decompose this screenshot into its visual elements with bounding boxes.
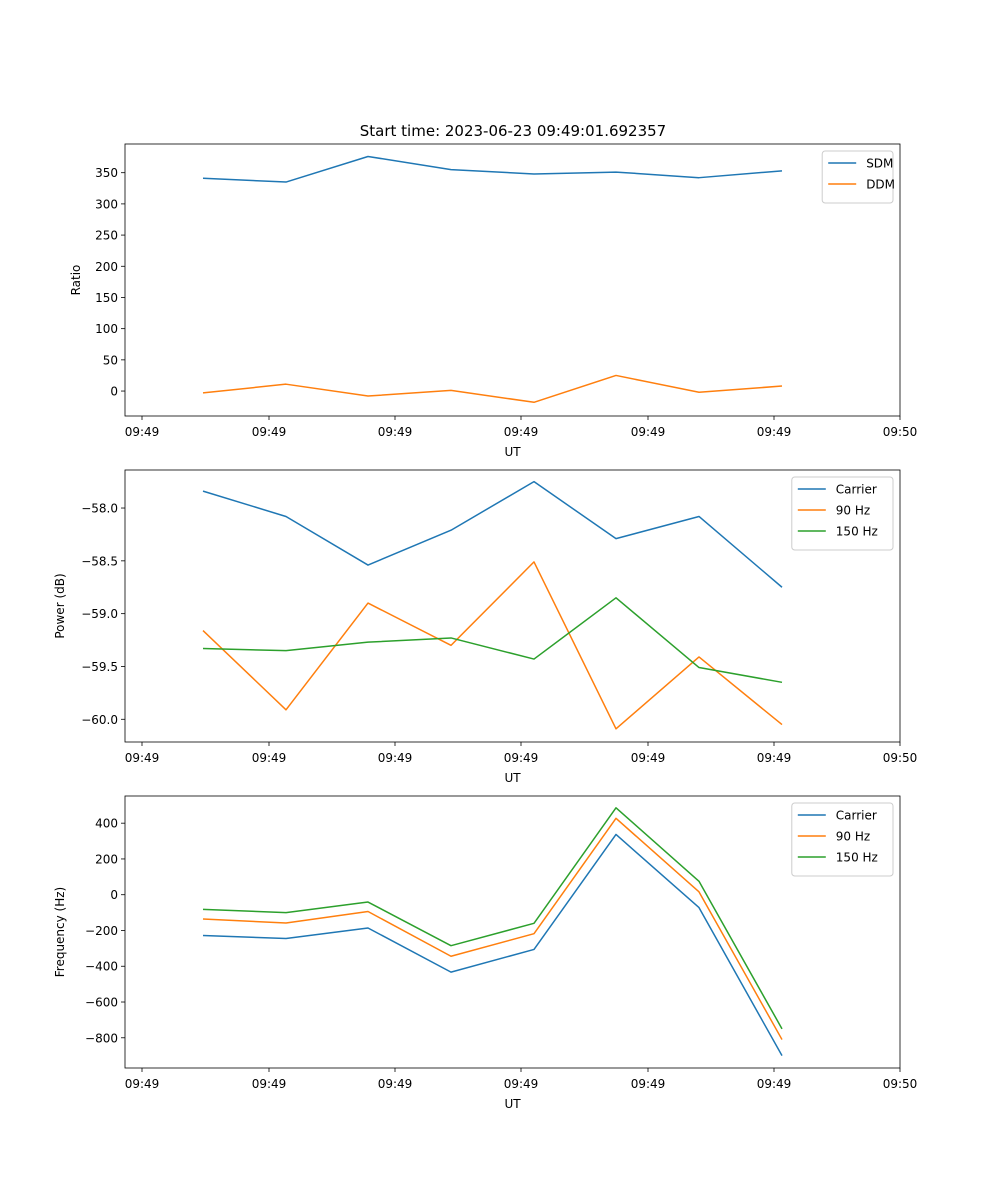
legend-label: 90 Hz [836,830,870,844]
series-line-150-hz [202,807,783,1030]
axes-frame [124,469,901,743]
y-tick-label: 150 [95,291,118,305]
x-tick-label: 09:49 [125,751,160,765]
y-tick-label: −58.5 [81,554,118,568]
legend-label: SDM [866,157,893,171]
series-line-ddm [202,374,783,404]
axes-frame [124,143,901,417]
legend-label: Carrier [836,809,877,823]
x-tick-label: 09:50 [883,1077,918,1091]
x-tick-label: 09:49 [631,1077,666,1091]
x-tick-label: 09:49 [378,751,413,765]
subplot-1: 09:49 09:49 09:49 09:49 09:49 09:49 09:50 0 50 10… [69,143,918,459]
y-axis-label: Power (dB) [53,573,67,638]
y-tick-label: 200 [95,260,118,274]
y-tick-label: −59.0 [81,607,118,621]
series-line-carrier [202,833,783,1057]
legend: SDM DDM [821,150,895,204]
y-axis-label: Frequency (Hz) [53,887,67,978]
y-tick-label: 50 [103,353,118,367]
legend-label: Carrier [836,483,877,497]
y-axis-label: Ratio [69,265,83,296]
x-tick-label: 09:49 [125,1077,160,1091]
x-axis-label: UT [504,771,521,785]
x-tick-label: 09:49 [378,1077,413,1091]
legend-label: DDM [866,178,895,192]
x-tick-label: 09:50 [883,425,918,439]
y-tick-label: 300 [95,197,118,211]
y-tick-label: 400 [95,817,118,831]
series-line-150-hz [202,597,783,684]
x-tick-label: 09:49 [125,425,160,439]
x-tick-label: 09:49 [378,425,413,439]
legend-label: 150 Hz [836,525,878,539]
y-tick-label: 250 [95,229,118,243]
y-tick-label: 200 [95,852,118,866]
chart-title: Start time: 2023-06-23 09:49:01.692357 [360,122,666,140]
x-axis-label: UT [504,1097,521,1111]
y-tick-label: −600 [85,996,118,1010]
x-tick-label: 09:49 [252,425,287,439]
x-tick-label: 09:49 [757,1077,792,1091]
series-line-90-hz [202,561,783,730]
legend-label: 150 Hz [836,851,878,865]
x-tick-label: 09:49 [757,425,792,439]
y-tick-label: 100 [95,322,118,336]
y-tick-label: −58.0 [81,502,118,516]
x-tick-label: 09:49 [504,1077,539,1091]
legend-box [821,150,894,204]
y-tick-label: −60.0 [81,713,118,727]
x-tick-label: 09:49 [504,751,539,765]
x-axis-label: UT [504,445,521,459]
x-tick-label: 09:50 [883,751,918,765]
x-tick-label: 09:49 [631,425,666,439]
x-tick-label: 09:49 [252,1077,287,1091]
y-tick-label: −400 [85,960,118,974]
y-tick-label: 0 [110,385,118,399]
x-tick-label: 09:49 [252,751,287,765]
legend: Carrier 90 Hz 150 Hz [791,476,894,551]
subplot-2: 09:49 09:49 09:49 09:49 09:49 09:49 09:50 −58.0… [53,469,918,785]
y-tick-label: −200 [85,924,118,938]
subplot-3: 09:49 09:49 09:49 09:49 09:49 09:49 09:50 400 20… [53,795,918,1111]
series-line-90-hz [202,817,783,1040]
axes-frame [124,795,901,1069]
y-tick-label: 0 [110,888,118,902]
series-line-sdm [202,155,783,183]
series-line-carrier [202,480,783,588]
y-tick-label: 350 [95,166,118,180]
legend-label: 90 Hz [836,504,870,518]
y-tick-label: −800 [85,1031,118,1045]
x-tick-label: 09:49 [631,751,666,765]
legend: Carrier 90 Hz 150 Hz [791,802,894,877]
x-tick-label: 09:49 [504,425,539,439]
y-tick-label: −59.5 [81,660,118,674]
x-tick-label: 09:49 [757,751,792,765]
